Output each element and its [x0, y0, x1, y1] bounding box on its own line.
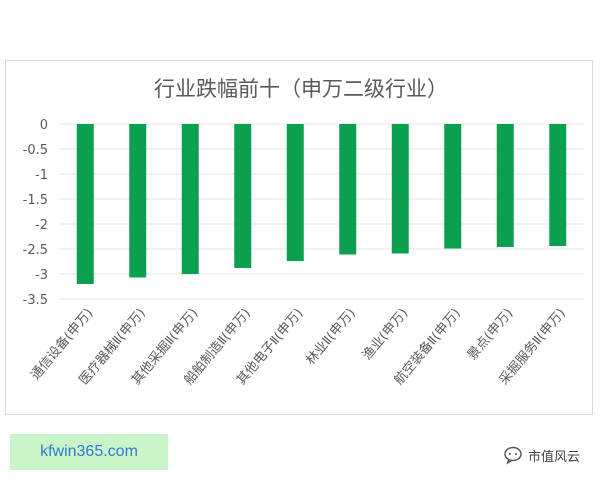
- bar: [286, 124, 304, 261]
- y-axis-ticks: 0 -0.5 -1 -1.5 -2 -2.5 -3 -3.5: [23, 118, 48, 308]
- category-label: 林业Ⅱ(申万): [303, 306, 359, 368]
- bar-chart: 行业跌幅前十（申万二级行业） 0 -0.5 -1 -1.5 -2 -2.5 -3 -3.5 通…: [23, 77, 584, 388]
- bar: [391, 124, 409, 254]
- category-labels: 通信设备(申万)医疗器械Ⅱ(申万)其他采掘Ⅱ(申万)船舶制造Ⅱ(申万)其他电子Ⅱ…: [27, 305, 568, 388]
- bar: [549, 124, 567, 246]
- chart-title: 行业跌幅前十（申万二级行业）: [154, 77, 448, 101]
- bar-series: [76, 124, 567, 284]
- y-tick-label: 0: [40, 118, 48, 133]
- bar: [129, 124, 147, 278]
- bar: [339, 124, 357, 255]
- watermark-text: 市值风云: [528, 449, 581, 465]
- bar: [181, 124, 199, 274]
- y-tick-label: -2: [35, 218, 48, 233]
- site-banner-text: kfwin365.com: [40, 443, 138, 460]
- watermark: 市值风云: [504, 444, 580, 466]
- category-label: 景点(申万): [465, 306, 516, 363]
- site-banner[interactable]: kfwin365.com: [10, 434, 168, 470]
- y-tick-label: -3.5: [23, 293, 48, 308]
- bar: [76, 124, 94, 284]
- y-tick-label: -1: [35, 168, 48, 183]
- category-label: 渔业(申万): [360, 306, 411, 363]
- y-tick-label: -3: [35, 268, 48, 283]
- bar: [444, 124, 462, 249]
- bar: [496, 124, 514, 247]
- bar: [234, 124, 252, 268]
- y-tick-label: -0.5: [23, 143, 48, 158]
- y-tick-label: -2.5: [23, 243, 48, 258]
- y-tick-label: -1.5: [23, 193, 48, 208]
- grid-layer: [59, 123, 584, 300]
- chart-frame: 行业跌幅前十（申万二级行业） 0 -0.5 -1 -1.5 -2 -2.5 -3 -3.5 通…: [5, 60, 593, 465]
- wechat-bubble-icon: [504, 446, 522, 465]
